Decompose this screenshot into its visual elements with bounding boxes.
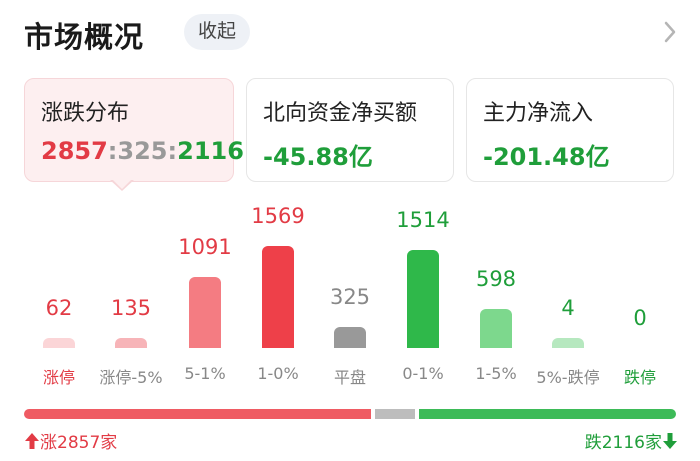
chart-category-label: 平盘 [333,368,366,387]
card-northbound[interactable]: 北向资金净买额 -45.88亿 [246,78,454,182]
chart-category-label: 涨停-5% [99,368,163,387]
footer-down-label: 跌2116家 [585,428,678,453]
card-mainforce-value: -201.48亿 [483,143,610,171]
chart-value-label: 1569 [251,204,305,228]
chart-value-label: 0 [633,306,647,330]
footer-up-label: 涨2857家 [24,428,117,453]
chart-value-label: 4 [561,296,575,320]
chart-bar [334,326,366,348]
updown-flat-count: 325 [117,137,168,165]
chart-category-label: 跌停 [623,368,656,387]
footer-up-text: 涨2857家 [40,433,118,453]
updown-down-count: 2116 [177,137,244,165]
updown-sep-2: : [167,137,178,165]
card-updown-value: 2857:325:2116 [41,137,244,165]
chart-category-label: 5-1% [184,364,226,383]
arrow-up-icon [25,433,39,449]
updown-up-count: 2857 [41,137,108,165]
chart-bar [552,338,584,348]
chart-value-label: 135 [110,296,152,320]
card-mainforce-label: 主力净流入 [483,101,594,126]
chart-value-label: 62 [45,296,73,320]
chart-category-label: 0-1% [402,364,444,383]
arrow-down-icon [663,433,677,449]
footer-down-text: 跌2116家 [584,433,662,453]
chart-bar [189,277,221,348]
chart-bar [262,246,294,348]
chart-category-label: 涨停 [42,368,75,387]
header: 市场概况 收起 [0,0,700,68]
card-updown-label: 涨跌分布 [41,101,130,126]
updown-sep-1: : [107,137,118,165]
chart-category-label: 1-0% [257,364,299,383]
updown-distribution-chart: 62 涨停 135 涨停-5% 1091 5-1% 1569 1-0% 325 平盘 1514 0-1… [0,200,700,390]
collapse-button[interactable]: 收起 [184,14,250,50]
chart-bar [115,338,147,348]
chart-bar [480,309,512,348]
page-title: 市场概况 [24,20,145,54]
distribution-up-segment [24,409,372,419]
card-northbound-label: 北向资金净买额 [263,101,418,126]
card-northbound-value: -45.88亿 [263,143,373,171]
chart-category-label: 5%-跌停 [536,368,600,387]
distribution-flat-segment [375,409,415,419]
chart-bar [43,338,75,348]
chart-value-label: 598 [475,267,517,292]
chart-value-label: 1514 [396,207,450,232]
distribution-down-segment [418,409,676,419]
chart-value-label: 1091 [178,235,232,260]
chart-value-label: 325 [329,284,371,309]
card-mainforce[interactable]: 主力净流入 -201.48亿 [466,78,674,182]
card-pointer-inner [111,179,132,189]
card-updown[interactable]: 涨跌分布 2857:325:2116 [24,78,244,182]
chart-bar [407,249,439,348]
chevron-right-icon[interactable] [660,20,680,44]
chart-category-label: 1-5% [475,364,517,383]
